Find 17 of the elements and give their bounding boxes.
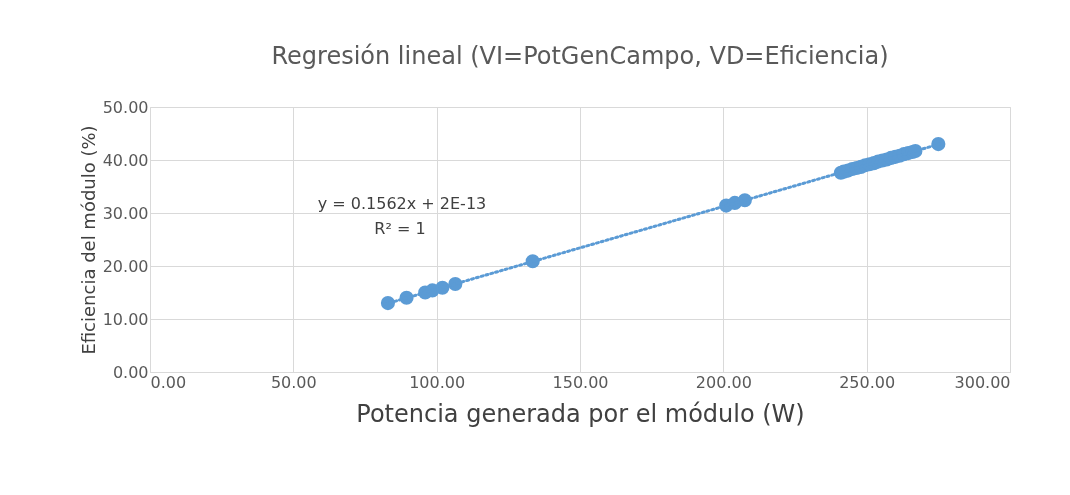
x-tick-label: 250.00 bbox=[839, 372, 896, 392]
x-tick-label: 150.00 bbox=[552, 372, 609, 392]
y-tick-label: 10.00 bbox=[102, 309, 149, 329]
x-tick-label: 100.00 bbox=[409, 372, 466, 392]
y-tick-label: 20.00 bbox=[102, 256, 149, 276]
annotation: y = 0.1562x + 2E-13 bbox=[317, 194, 487, 213]
y-tick-label: 40.00 bbox=[102, 150, 149, 170]
x-tick-label: 300.00 bbox=[954, 372, 1011, 392]
chart-title: Regresión lineal (VI=PotGenCampo, VD=Eficiencia) bbox=[271, 42, 889, 70]
y-axis-title: Eficiencia del módulo (%) bbox=[77, 125, 99, 355]
annotation: R² = 1 bbox=[374, 219, 426, 238]
x-axis-title: Potencia generada por el módulo (W) bbox=[356, 399, 805, 428]
x-tick-label: 50.00 bbox=[270, 372, 317, 392]
x-tick-label: 0.00 bbox=[150, 372, 187, 392]
y-tick-label: 50.00 bbox=[102, 97, 149, 117]
y-tick-label: 30.00 bbox=[102, 203, 149, 223]
x-tick-label: 200.00 bbox=[695, 372, 752, 392]
